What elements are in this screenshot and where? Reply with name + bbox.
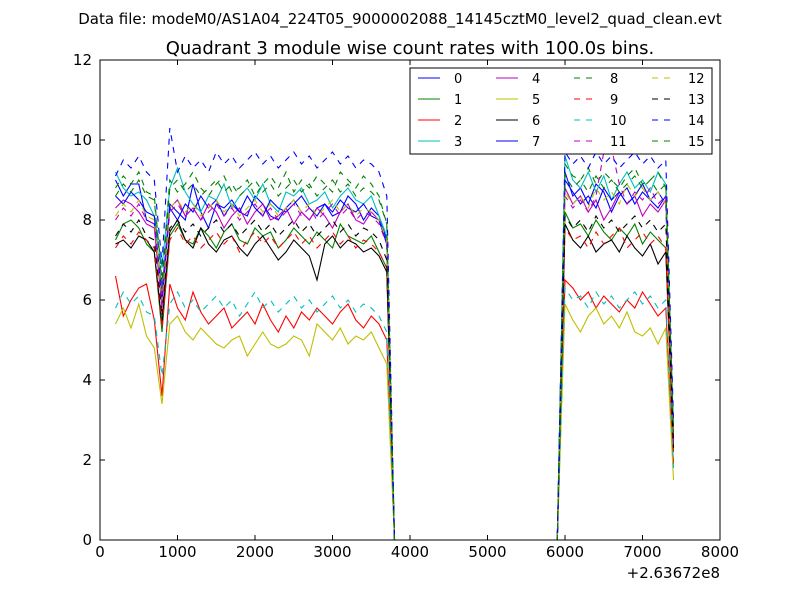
- y-tick-label: 0: [82, 531, 92, 549]
- y-tick-label: 6: [82, 291, 92, 309]
- y-tick-label: 8: [82, 211, 92, 229]
- series-line-6: [115, 218, 675, 540]
- legend-label-3: 3: [454, 135, 462, 150]
- chart-suptitle: Data file: modeM0/AS1A04_224T05_90000020…: [78, 10, 722, 29]
- legend-frame: [409, 67, 713, 155]
- series-line-5: [115, 301, 675, 540]
- series-line-2: [114, 275, 675, 540]
- legend-label-9: 9: [610, 93, 618, 108]
- series-line-3: [115, 155, 675, 540]
- series-line-13: [115, 214, 675, 540]
- legend-label-12: 12: [688, 72, 705, 87]
- x-tick-label: 3000: [313, 543, 351, 561]
- x-tick-label: 7000: [623, 543, 661, 561]
- legend-label-0: 0: [454, 72, 462, 87]
- legend-label-10: 10: [610, 114, 627, 129]
- series-line-11: [115, 147, 675, 540]
- axis-ticks: 0 1000 2000 3000 4000 5000 6000 7000 80000246810…: [73, 51, 739, 561]
- legend-label-6: 6: [532, 114, 540, 129]
- y-tick-label: 2: [82, 451, 92, 469]
- series-line-9: [115, 226, 675, 540]
- y-tick-label: 12: [73, 51, 92, 69]
- x-tick-label: 5000: [468, 543, 506, 561]
- legend-label-13: 13: [688, 93, 705, 108]
- legend-label-4: 4: [532, 72, 540, 87]
- series-line-1: [115, 211, 675, 540]
- series-line-8: [115, 162, 675, 540]
- legend-label-15: 15: [688, 135, 705, 150]
- series-line-10: [115, 286, 675, 540]
- series-layer: [114, 127, 675, 540]
- legend-label-8: 8: [610, 72, 618, 87]
- series-line-4: [115, 187, 675, 540]
- x-tick-label: 1000: [158, 543, 196, 561]
- x-tick-label: 0: [95, 543, 105, 561]
- series-line-12: [115, 182, 675, 540]
- x-tick-label: 4000: [391, 543, 429, 561]
- y-tick-label: 4: [82, 371, 92, 389]
- x-axis-offset-label: +2.63672e8: [627, 564, 720, 582]
- legend-label-1: 1: [454, 93, 462, 108]
- y-tick-label: 10: [73, 131, 92, 149]
- series-line-0: [115, 171, 675, 540]
- legend-label-2: 2: [454, 114, 462, 129]
- x-tick-label: 6000: [546, 543, 584, 561]
- legend-label-5: 5: [532, 93, 540, 108]
- legend-label-7: 7: [532, 135, 540, 150]
- legend-label-14: 14: [688, 114, 705, 129]
- x-tick-label: 8000: [701, 543, 739, 561]
- series-line-14: [115, 127, 675, 540]
- chart-title: Quadrant 3 module wise count rates with …: [166, 38, 655, 59]
- legend-label-11: 11: [610, 135, 627, 150]
- x-tick-label: 2000: [236, 543, 274, 561]
